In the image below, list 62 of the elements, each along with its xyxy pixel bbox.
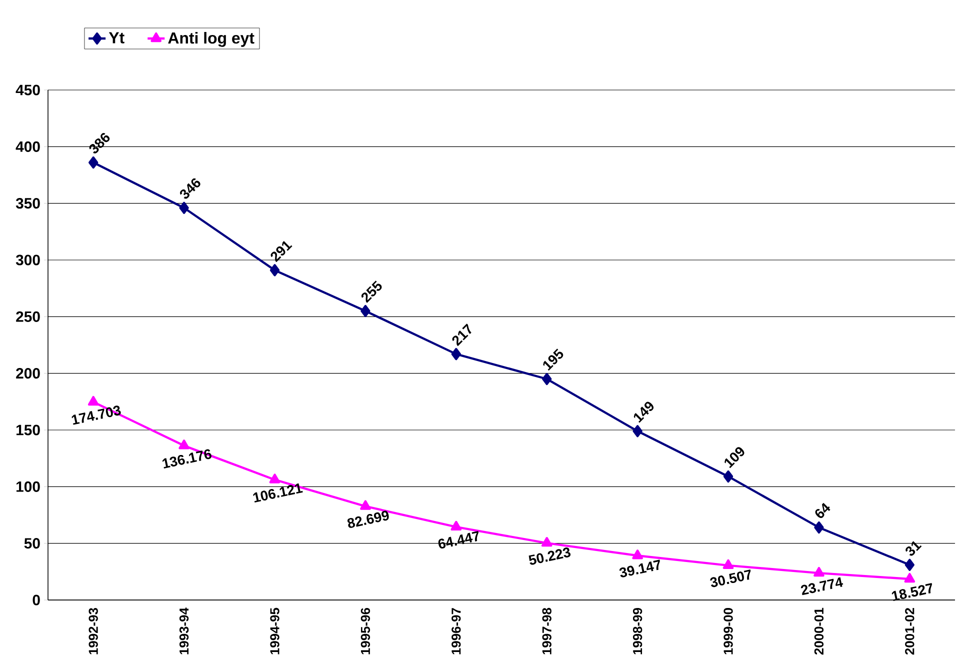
point — [88, 156, 98, 169]
data-label: 50.223 — [528, 548, 571, 565]
data-label: 386 — [89, 133, 110, 154]
point — [541, 537, 552, 547]
y-tick-label: 200 — [16, 368, 40, 379]
x-tick-label: 1992-93 — [88, 608, 98, 654]
data-label: 106.121 — [253, 483, 303, 503]
data-label: 217 — [452, 324, 472, 346]
data-label: 82.699 — [347, 510, 389, 528]
y-tick-label: 100 — [16, 481, 40, 492]
y-tick-label: 400 — [16, 141, 40, 152]
point — [904, 558, 914, 571]
data-label: 30.507 — [710, 569, 751, 588]
point — [178, 440, 190, 450]
y-tick-label: 250 — [16, 311, 40, 322]
y-tick-label: 50 — [24, 538, 40, 549]
point — [814, 566, 824, 577]
data-label: 31 — [906, 541, 922, 556]
point — [360, 500, 371, 510]
legend-label: Yt — [108, 32, 124, 44]
x-tick-label: 1993-94 — [179, 608, 189, 654]
point — [632, 550, 643, 560]
point — [360, 304, 370, 318]
x-tick-label: 1998-99 — [632, 608, 642, 654]
y-tick-label: 300 — [16, 254, 40, 266]
data-label: 149 — [634, 402, 654, 423]
point — [451, 348, 461, 360]
x-tick-label: 2001-02 — [905, 608, 914, 655]
point — [814, 521, 824, 534]
point — [632, 425, 642, 438]
point — [722, 559, 734, 570]
point — [904, 572, 916, 583]
y-tick-label: 450 — [16, 84, 40, 96]
data-label: 18.527 — [892, 583, 932, 601]
x-tick-label: 1996-97 — [452, 608, 461, 654]
data-label: 136.176 — [162, 449, 212, 468]
point — [270, 264, 280, 276]
data-label: 23.774 — [800, 577, 844, 596]
x-tick-label: 1994-95 — [270, 608, 280, 654]
x-tick-label: 1997-98 — [542, 608, 552, 654]
data-label: 109 — [724, 447, 744, 468]
data-label: 195 — [543, 348, 564, 371]
y-tick-label: 0 — [32, 594, 40, 606]
y-tick-label: 350 — [16, 198, 40, 209]
point — [542, 372, 552, 386]
x-tick-label: 2000-01 — [814, 608, 824, 655]
data-label: 64 — [815, 502, 830, 518]
y-tick-label: 150 — [16, 424, 40, 436]
data-label: 346 — [180, 178, 200, 199]
x-tick-label: 1995-96 — [360, 608, 370, 654]
point — [450, 520, 462, 531]
point — [88, 396, 99, 406]
point — [179, 202, 189, 214]
data-label: 291 — [270, 241, 292, 262]
data-label: 174.703 — [72, 406, 121, 425]
point — [269, 474, 280, 484]
point — [723, 470, 734, 483]
data-label: 255 — [361, 280, 382, 303]
data-label: 64.447 — [438, 531, 479, 549]
data-label: 39.147 — [619, 560, 660, 578]
legend-label: Anti log eyt — [168, 32, 254, 47]
x-tick-label: 1999-00 — [724, 608, 733, 654]
